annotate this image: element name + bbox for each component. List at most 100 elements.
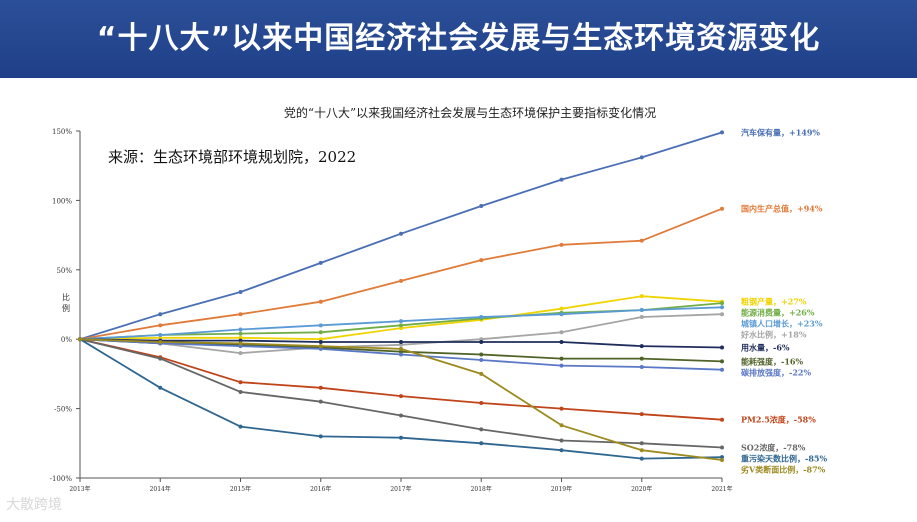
- data-point: [720, 367, 724, 372]
- data-point: [479, 314, 484, 319]
- data-point: [399, 435, 403, 440]
- x-tick-label: 2020年: [631, 485, 652, 493]
- data-point: [158, 339, 163, 344]
- y-tick-label: 0%: [61, 336, 72, 344]
- data-point: [399, 278, 403, 283]
- data-point: [720, 130, 724, 135]
- data-point: [559, 448, 564, 453]
- y-tick-label: -50%: [54, 406, 72, 414]
- data-point: [318, 337, 323, 342]
- data-point: [639, 294, 644, 299]
- data-point: [479, 352, 484, 357]
- data-point: [639, 314, 644, 319]
- y-axis-label: 比: [62, 292, 70, 302]
- series-end-label: 能源消费量，+26%: [741, 308, 815, 318]
- data-point: [639, 441, 644, 446]
- data-point: [720, 455, 724, 460]
- data-point: [479, 258, 484, 263]
- data-point: [559, 242, 564, 247]
- data-point: [399, 346, 403, 351]
- y-tick-label: 150%: [52, 128, 72, 136]
- data-point: [559, 356, 564, 361]
- data-point: [399, 342, 403, 347]
- data-point: [639, 448, 644, 453]
- x-tick-label: 2016年: [310, 485, 331, 493]
- x-tick-label: 2018年: [471, 485, 492, 493]
- y-tick-label: 50%: [56, 267, 72, 275]
- x-tick-label: 2014年: [150, 485, 171, 493]
- x-tick-label: 2021年: [711, 485, 732, 493]
- series-end-label: 汽车保有量，+149%: [741, 127, 820, 137]
- data-point: [399, 231, 403, 236]
- data-point: [720, 359, 724, 364]
- data-point: [399, 349, 403, 354]
- data-point: [158, 312, 163, 317]
- data-point: [399, 394, 403, 399]
- data-point: [318, 330, 323, 335]
- data-point: [238, 380, 243, 385]
- data-point: [399, 352, 403, 357]
- series-end-label: 国内生产总值，+94%: [741, 204, 823, 214]
- series-line: [79, 131, 723, 341]
- y-tick-label: 100%: [52, 197, 72, 205]
- data-point: [559, 339, 564, 344]
- data-point: [399, 339, 403, 344]
- page-title: “十八大”以来中国经济社会发展与生态环境资源变化: [96, 21, 821, 56]
- series-end-label: 能耗强度，-16%: [741, 356, 803, 366]
- data-point: [479, 441, 484, 446]
- data-point: [639, 308, 644, 313]
- data-point: [158, 333, 163, 338]
- series-end-label: 用水量，-6%: [740, 343, 790, 353]
- data-point: [238, 341, 243, 346]
- series-end-label: SO2浓度，-78%: [741, 442, 806, 452]
- data-point: [318, 399, 323, 404]
- data-point: [238, 335, 243, 340]
- data-point: [639, 344, 644, 349]
- series-end-label: PM2.5浓度，-58%: [741, 415, 816, 425]
- series-end-label: 劣V类断面比例，-87%: [740, 464, 826, 474]
- chart-title: 党的“十八大”以来我国经济社会发展与生态环境保护主要指标变化情况: [283, 106, 657, 120]
- data-point: [479, 371, 484, 376]
- x-tick-label: 2019年: [551, 485, 572, 493]
- data-point: [399, 326, 403, 331]
- data-point: [639, 364, 644, 369]
- data-point: [639, 356, 644, 361]
- data-point: [318, 299, 323, 304]
- data-point: [479, 203, 484, 208]
- data-point: [238, 290, 243, 295]
- data-point: [479, 401, 484, 406]
- data-point: [720, 301, 724, 306]
- data-point: [720, 445, 724, 450]
- data-point: [238, 331, 243, 336]
- data-point: [399, 413, 403, 418]
- data-point: [639, 412, 644, 417]
- data-point: [559, 306, 564, 311]
- data-point: [318, 323, 323, 328]
- data-point: [318, 385, 323, 390]
- data-point: [639, 238, 644, 243]
- title-banner: [0, 0, 917, 78]
- series-end-label: 粗钢产量，+27%: [741, 297, 807, 307]
- data-point: [720, 312, 724, 317]
- series-line: [79, 338, 723, 460]
- data-point: [479, 427, 484, 432]
- data-point: [399, 319, 403, 324]
- data-point: [318, 434, 323, 439]
- data-point: [399, 323, 403, 328]
- data-point: [158, 385, 163, 390]
- data-point: [559, 312, 564, 317]
- series-end-label: 重污染天数比例，-85%: [741, 453, 827, 463]
- data-point: [559, 423, 564, 428]
- data-point: [158, 335, 163, 340]
- data-point: [78, 337, 82, 342]
- series-end-label: 碳排放强度，-22%: [741, 367, 811, 377]
- data-point: [720, 417, 724, 422]
- y-tick-label: -100%: [50, 475, 73, 483]
- x-tick-label: 2013年: [69, 485, 90, 493]
- data-point: [559, 363, 564, 368]
- data-point: [238, 344, 243, 349]
- data-point: [158, 323, 163, 328]
- data-point: [559, 330, 564, 335]
- data-point: [479, 358, 484, 363]
